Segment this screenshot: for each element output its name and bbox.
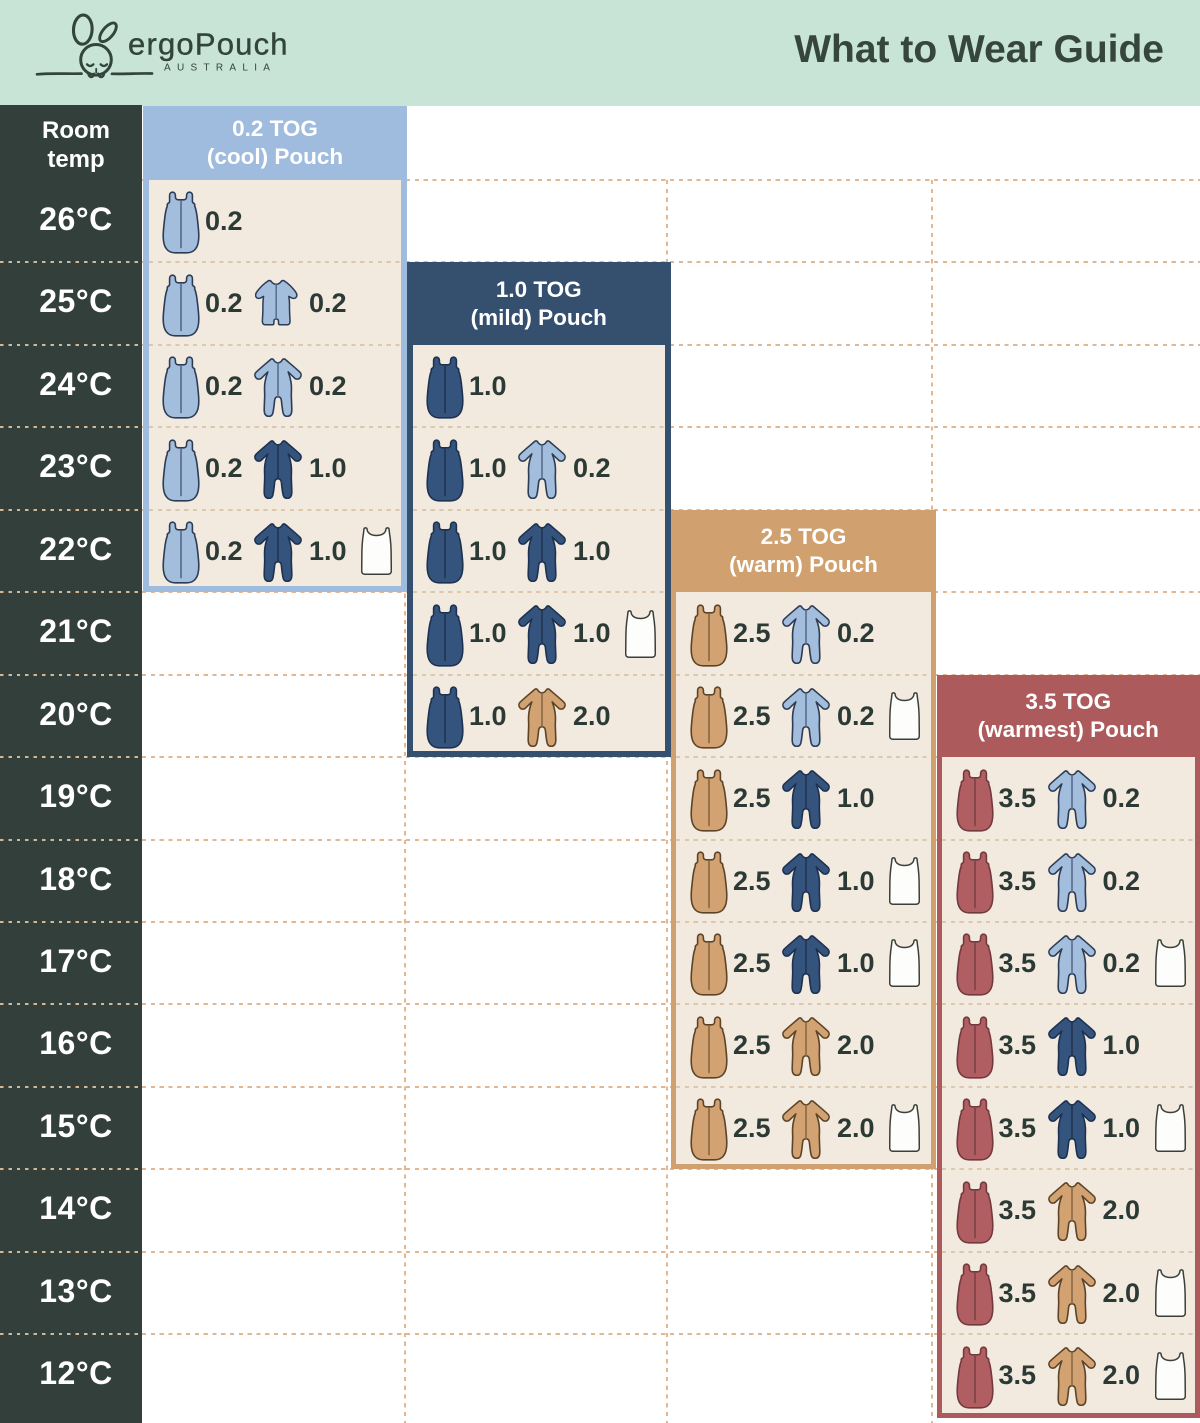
svg-text:AUSTRALIA: AUSTRALIA (164, 63, 276, 74)
svg-text:ergoPouch: ergoPouch (128, 27, 289, 62)
